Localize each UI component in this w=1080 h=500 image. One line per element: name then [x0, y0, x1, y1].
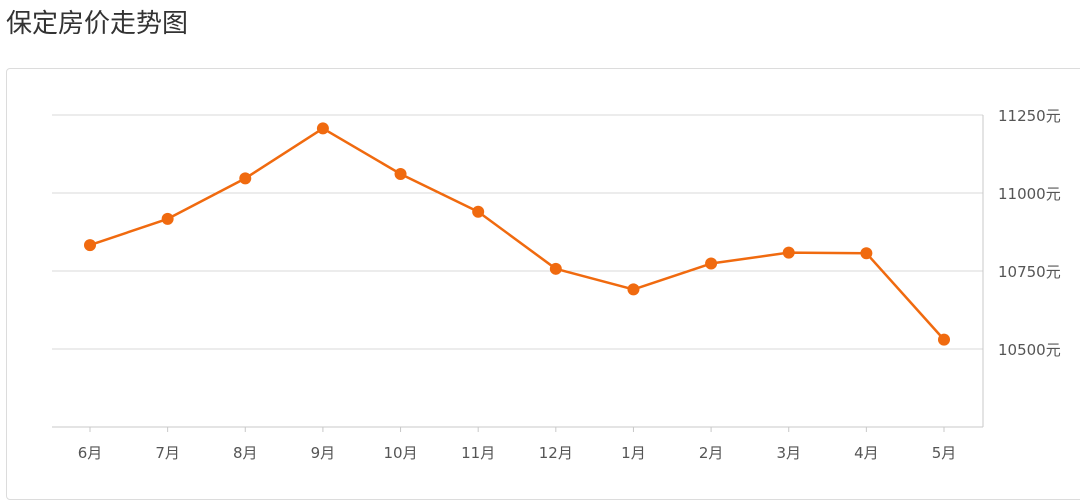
x-tick-label: 11月 — [461, 444, 495, 462]
data-point — [84, 239, 96, 252]
data-point — [161, 212, 174, 225]
chart-card — [6, 68, 1080, 500]
x-tick-label: 1月 — [621, 444, 646, 462]
x-tick-label: 8月 — [233, 444, 258, 462]
series-line — [88, 127, 946, 341]
x-tick-label: 9月 — [311, 444, 336, 462]
data-point — [705, 257, 718, 270]
x-tick-label: 2月 — [699, 444, 724, 462]
x-tick-label: 12月 — [539, 444, 573, 462]
data-point — [938, 333, 950, 346]
x-tick-label: 5月 — [932, 444, 957, 462]
data-point — [316, 122, 329, 135]
x-tick-label: 3月 — [776, 444, 801, 462]
label-layer: 10500元 10750元 11000元 11250元 6月 7月 8月 9月 10月 11月 12… — [78, 107, 1061, 462]
grid-layer — [52, 114, 983, 350]
data-point — [549, 262, 562, 275]
series-layer — [84, 122, 950, 346]
x-tick-label: 10月 — [383, 444, 417, 462]
data-point — [472, 205, 485, 218]
data-point — [627, 283, 640, 296]
y-tick-label: 11000元 — [998, 185, 1061, 203]
data-point — [239, 172, 252, 185]
price-trend-chart: 10500元 10750元 11000元 11250元 6月 7月 8月 9月 10月 11月 12… — [52, 107, 1061, 462]
data-point — [860, 247, 873, 260]
data-point — [394, 167, 407, 180]
x-tick-label: 7月 — [155, 444, 180, 462]
y-tick-label: 10500元 — [998, 341, 1061, 359]
data-point — [782, 246, 795, 259]
page-title: 保定房价走势图 — [6, 9, 189, 39]
axis-layer — [52, 115, 984, 432]
x-tick-label: 6月 — [78, 444, 103, 462]
y-tick-label: 11250元 — [998, 107, 1061, 125]
y-tick-label: 10750元 — [998, 263, 1061, 281]
x-tick-label: 4月 — [854, 444, 879, 462]
